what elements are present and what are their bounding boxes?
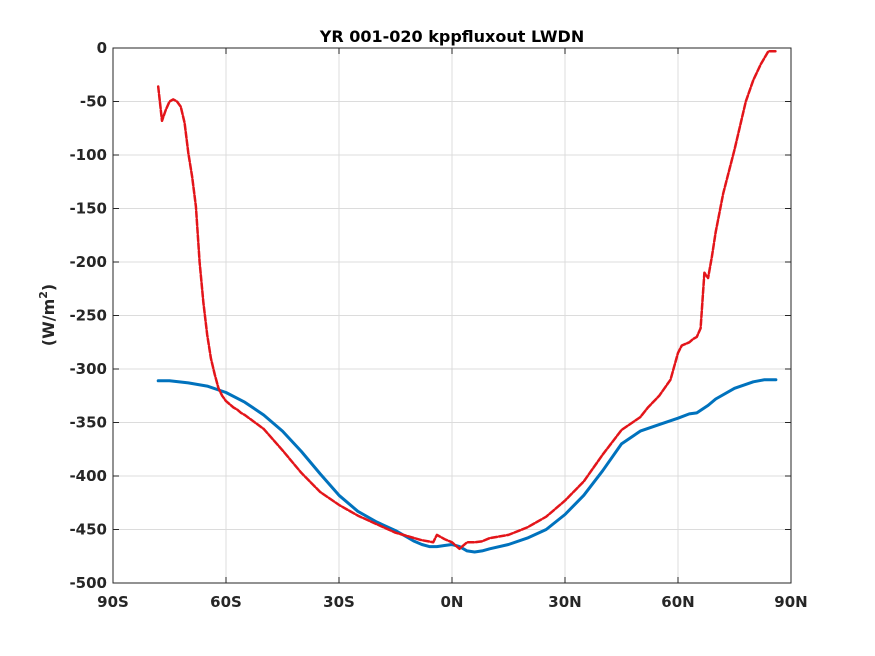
chart-title: YR 001-020 kppfluxout LWDN (319, 27, 584, 46)
series-line-blue-solid (156, 378, 778, 554)
y-tick-label: -500 (69, 574, 107, 592)
y-tick-label: -300 (69, 360, 107, 378)
y-tick-label: -150 (69, 200, 107, 218)
y-tick-label: -100 (69, 146, 107, 164)
x-tick-label: 90S (97, 593, 129, 611)
y-tick-label: -50 (80, 93, 107, 111)
y-tick-labels: 0 -50 -100 -150 -200 -250 -300 -350 -400 -450 -500 (69, 39, 107, 592)
x-tick-label: 30S (323, 593, 355, 611)
y-tick-label: -400 (69, 467, 107, 485)
series-layer (156, 49, 778, 554)
y-axis-label-main: (W/m (39, 299, 58, 346)
y-axis-label-tail: ) (39, 284, 58, 291)
y-axis-label-superscript: 2 (37, 291, 50, 299)
y-tick-label: -350 (69, 414, 107, 432)
x-tick-label: 60N (661, 593, 694, 611)
y-tick-label: 0 (97, 39, 107, 57)
y-tick-label: -450 (69, 521, 107, 539)
x-tick-label: 90N (774, 593, 807, 611)
x-tick-label: 60S (210, 593, 242, 611)
series-line-red-dashed (156, 49, 778, 551)
x-tick-label: 30N (548, 593, 581, 611)
y-tick-label: -250 (69, 307, 107, 325)
y-tick-label: -200 (69, 253, 107, 271)
tick-marks (112, 47, 792, 584)
y-axis-label: (W/m2) (37, 284, 58, 346)
x-tick-label: 0N (441, 593, 464, 611)
x-tick-labels: 90S 60S 30S 0N 30N 60N 90N (97, 593, 808, 611)
